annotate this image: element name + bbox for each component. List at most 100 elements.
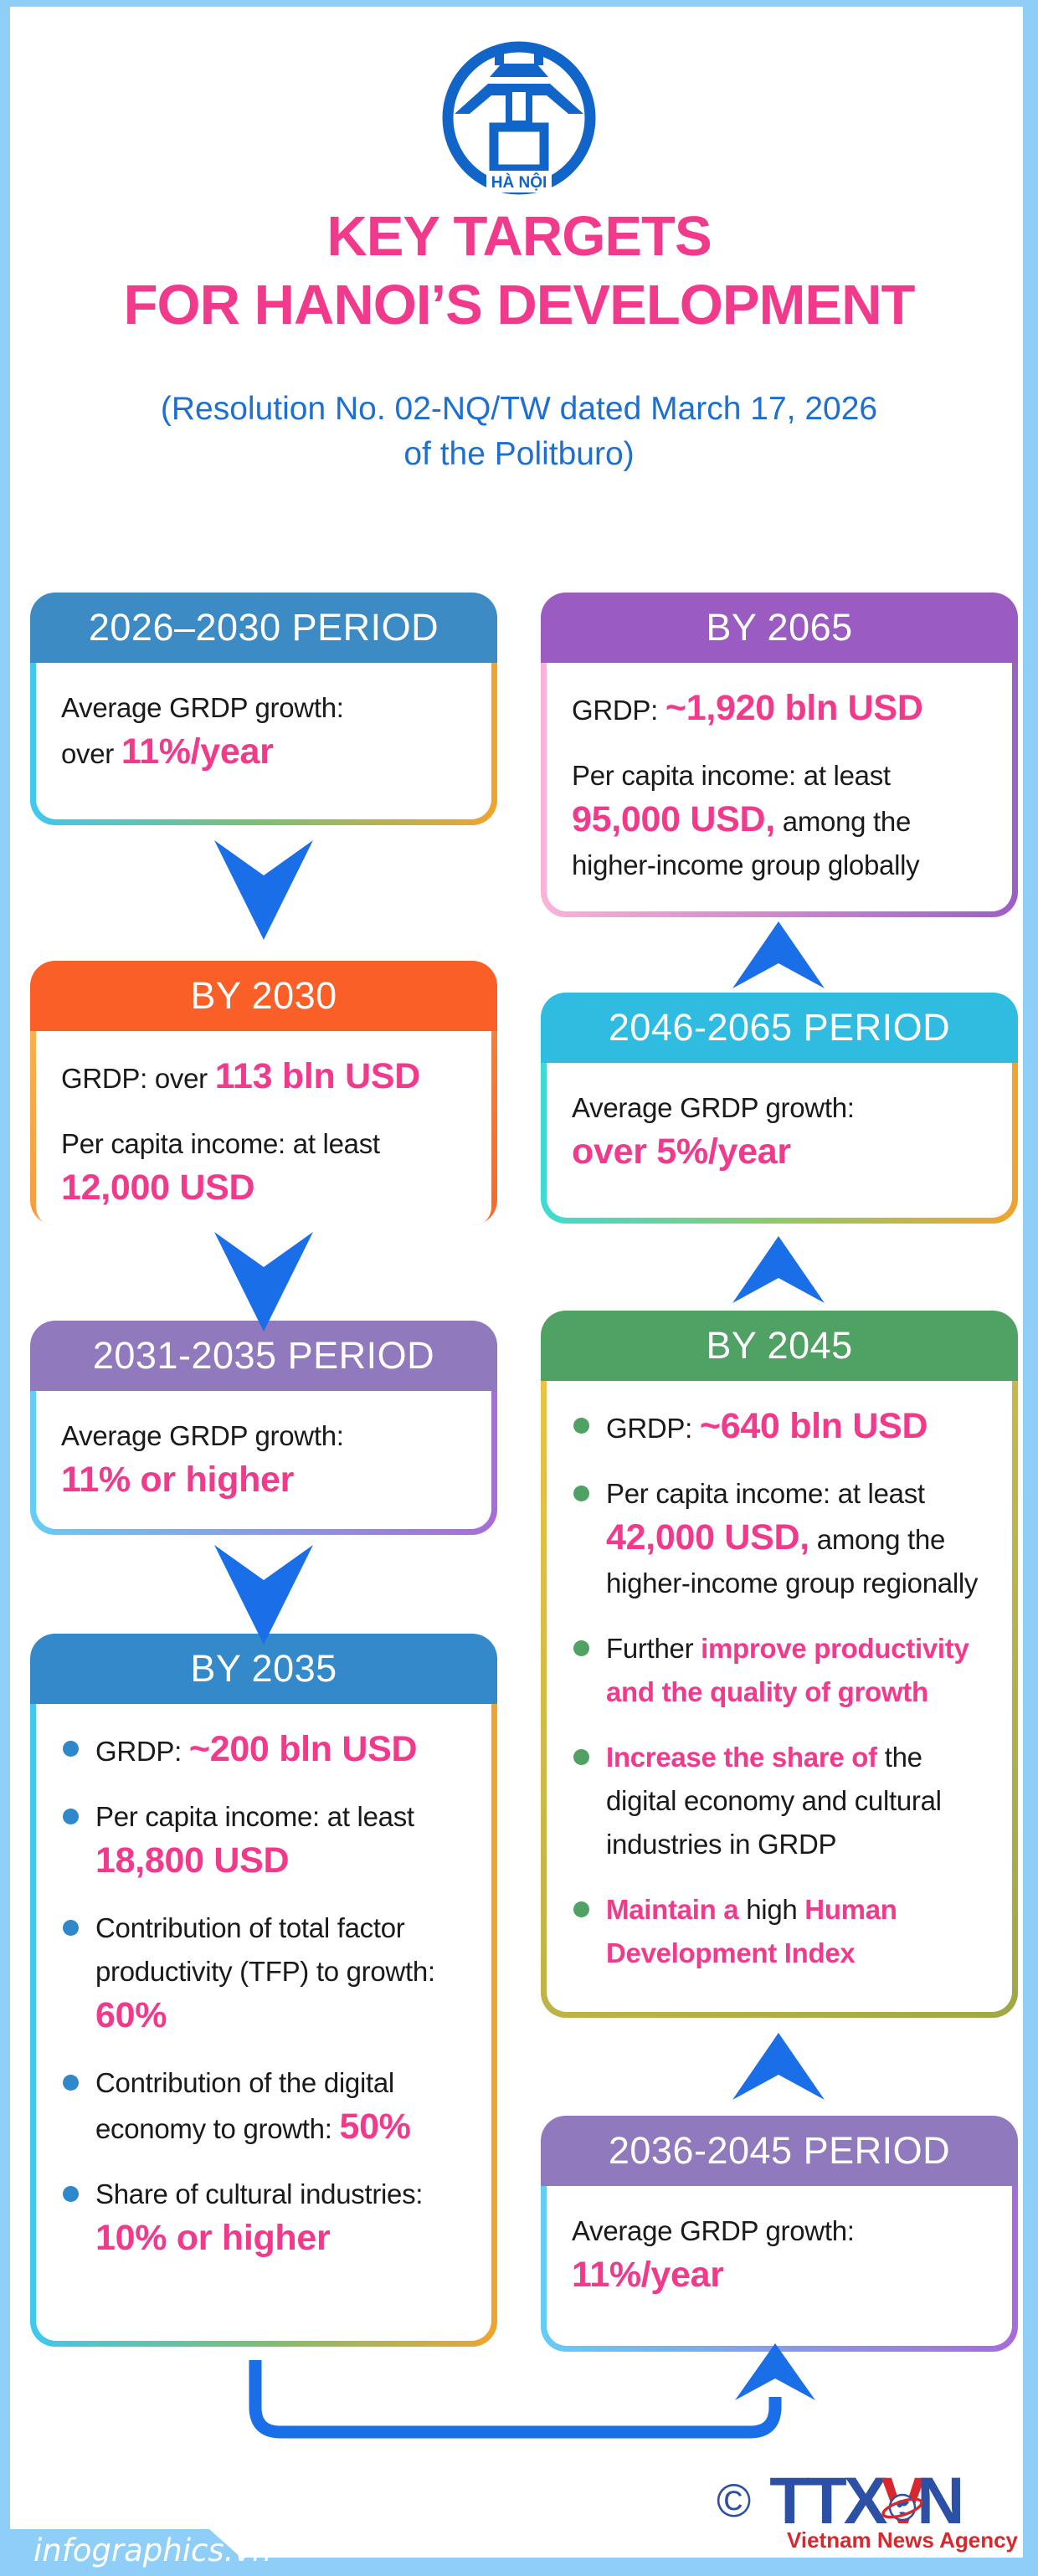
footer-band bbox=[0, 2529, 1038, 2576]
box-body: Average GRDP growth: over 5%/year bbox=[547, 1063, 1012, 1218]
page-subtitle: (Resolution No. 02-NQ/TW dated March 17,… bbox=[0, 387, 1038, 477]
box-header-label: BY 2045 bbox=[706, 1324, 853, 1367]
bullet-dot bbox=[63, 2075, 79, 2091]
khue-van-cac-icon bbox=[455, 54, 583, 174]
text-line: Average GRDP growth: bbox=[61, 1420, 344, 1451]
text-line: Per capita income: at least bbox=[572, 760, 891, 791]
bullet-dot bbox=[63, 2186, 79, 2202]
box-gradient-border: GRDP: ~1,920 bln USD Per capita income: a… bbox=[541, 663, 1018, 917]
box-2046-2065-period: 2046-2065 PERIOD Average GRDP growth: ove… bbox=[541, 993, 1018, 1224]
box-2036-2045-period: 2036-2045 PERIOD Average GRDP growth: 11%… bbox=[541, 2116, 1018, 2352]
text-line: 42,000 USD, among the bbox=[606, 1517, 946, 1557]
arrow-up-icon bbox=[735, 2343, 815, 2400]
text-line: GRDP: ~200 bln USD bbox=[61, 1727, 470, 1773]
title-line2: FOR HANOI’S DEVELOPMENT bbox=[123, 274, 916, 336]
box-header: 2036-2045 PERIOD bbox=[541, 2116, 1018, 2186]
box-body: Average GRDP growth: over 11%/year bbox=[36, 663, 491, 819]
box-header: 2026–2030 PERIOD bbox=[30, 593, 497, 663]
text-line: and the quality of growth bbox=[606, 1676, 928, 1707]
globe-icon bbox=[881, 2493, 923, 2522]
text-line: Maintain a high Human bbox=[572, 1888, 990, 1932]
bullet-dot bbox=[63, 1809, 79, 1824]
emblem-caption: HÀ NỘI bbox=[491, 173, 547, 192]
footer-site-link[interactable]: infographics.vn bbox=[33, 2532, 272, 2568]
text-line: 60% bbox=[95, 1995, 167, 2035]
text-line: higher-income group globally bbox=[572, 849, 920, 880]
box-gradient-border: GRDP: ~640 bln USD Per capita income: at … bbox=[541, 1381, 1018, 2018]
text-line: Share of cultural industries: bbox=[61, 2173, 470, 2216]
text-line: 11% or higher bbox=[61, 1460, 295, 1500]
copyright-icon: © bbox=[717, 2474, 752, 2527]
bullet-dot bbox=[573, 1749, 589, 1765]
text-line: GRDP: ~1,920 bln USD bbox=[572, 688, 923, 728]
page-title: KEY TARGETS FOR HANOI’S DEVELOPMENT bbox=[0, 203, 1038, 340]
title-line1: KEY TARGETS bbox=[326, 205, 712, 268]
text-line: Per capita income: at least bbox=[61, 1128, 380, 1159]
text-line: 10% or higher bbox=[95, 2218, 331, 2258]
vna-logo: © TTXVN Vietnam News Agency bbox=[717, 2467, 1021, 2561]
box-2031-2035-period: 2031-2035 PERIOD Average GRDP growth: 11%… bbox=[30, 1321, 497, 1535]
box-header: 2031-2035 PERIOD bbox=[30, 1321, 497, 1391]
flow-connector-arrow bbox=[249, 2343, 815, 2439]
text-line: Average GRDP growth: bbox=[61, 692, 344, 723]
text-line: over 5%/year bbox=[572, 1131, 791, 1172]
text-line: 18,800 USD bbox=[95, 1840, 290, 1881]
box-2026-2030-period: 2026–2030 PERIOD Average GRDP growth: ove… bbox=[30, 593, 497, 825]
arrow-down-icon bbox=[214, 840, 313, 940]
text-line: productivity (TFP) to growth: bbox=[95, 1956, 435, 1987]
agency-name: Vietnam News Agency bbox=[787, 2527, 1018, 2553]
text-line: Average GRDP growth: bbox=[572, 1092, 855, 1123]
text-line: Per capita income: at least bbox=[61, 1795, 470, 1839]
box-body: Average GRDP growth: 11%/year bbox=[547, 2186, 1012, 2346]
text-line: Average GRDP growth: bbox=[572, 2215, 855, 2246]
bullet-dot bbox=[573, 1486, 589, 1501]
text-line: over 11%/year bbox=[61, 731, 274, 772]
box-body: GRDP: ~640 bln USD Per capita income: at … bbox=[547, 1381, 1012, 2012]
box-header-label: 2031-2035 PERIOD bbox=[92, 1334, 435, 1377]
box-body: Average GRDP growth: 11% or higher bbox=[36, 1391, 491, 1529]
box-by-2035: BY 2035 GRDP: ~200 bln USD Per capita inc… bbox=[30, 1634, 497, 2347]
text-line: digital economy and cultural bbox=[606, 1785, 942, 1816]
bullet-dot bbox=[63, 1920, 79, 1936]
text-line: Development Index bbox=[606, 1937, 856, 1968]
box-body: GRDP: ~200 bln USD Per capita income: at … bbox=[36, 1704, 491, 2341]
bullet-dot bbox=[63, 1741, 79, 1757]
box-gradient-border: Average GRDP growth: 11% or higher bbox=[30, 1391, 497, 1535]
box-gradient-border: GRDP: over 113 bln USD Per capita income:… bbox=[30, 1031, 497, 1225]
text-line: 12,000 USD bbox=[61, 1167, 255, 1208]
text-line: higher-income group regionally bbox=[606, 1568, 979, 1598]
box-body: GRDP: over 113 bln USD Per capita income:… bbox=[36, 1031, 491, 1225]
subtitle-line1: (Resolution No. 02-NQ/TW dated March 17,… bbox=[160, 391, 878, 427]
bullet-dot bbox=[573, 1418, 589, 1434]
box-header-label: BY 2065 bbox=[706, 606, 853, 649]
text-line: Further improve productivity bbox=[572, 1627, 990, 1670]
text-line: GRDP: over 113 bln USD bbox=[61, 1056, 420, 1096]
box-header: BY 2065 bbox=[541, 593, 1018, 663]
text-line: industries in GRDP bbox=[606, 1829, 837, 1860]
text-line: Per capita income: at least bbox=[572, 1472, 990, 1516]
box-gradient-border: Average GRDP growth: 11%/year bbox=[541, 2186, 1018, 2352]
box-header: BY 2035 bbox=[30, 1634, 497, 1704]
box-header-label: 2046-2065 PERIOD bbox=[608, 1006, 951, 1049]
text-line: economy to growth: 50% bbox=[95, 2106, 411, 2147]
bullet-dot bbox=[573, 1901, 589, 1917]
ttxvn-wordmark: TTXVN bbox=[769, 2463, 964, 2538]
text-line: 95,000 USD, among the bbox=[572, 799, 912, 839]
box-by-2065: BY 2065 GRDP: ~1,920 bln USD Per capita i… bbox=[541, 593, 1018, 917]
box-body: GRDP: ~1,920 bln USD Per capita income: a… bbox=[547, 663, 1012, 911]
arrow-up-icon bbox=[732, 2033, 825, 2100]
emblem-banner bbox=[486, 171, 552, 192]
text-line: 11%/year bbox=[572, 2255, 724, 2295]
hanoi-emblem-logo: HÀ NỘI bbox=[442, 41, 596, 195]
text-line: GRDP: ~640 bln USD bbox=[572, 1404, 990, 1450]
text-line: Contribution of the digital bbox=[61, 2061, 470, 2105]
bullet-dot bbox=[573, 1640, 589, 1656]
box-by-2030: BY 2030 GRDP: over 113 bln USD Per capita… bbox=[30, 961, 497, 1225]
arrow-down-icon bbox=[214, 1232, 313, 1332]
arrow-down-icon bbox=[214, 1545, 313, 1645]
box-header-label: BY 2035 bbox=[190, 1647, 337, 1690]
box-header-label: 2036-2045 PERIOD bbox=[608, 2129, 951, 2172]
box-header: 2046-2065 PERIOD bbox=[541, 993, 1018, 1063]
box-header: BY 2030 bbox=[30, 961, 497, 1031]
box-header: BY 2045 bbox=[541, 1311, 1018, 1381]
